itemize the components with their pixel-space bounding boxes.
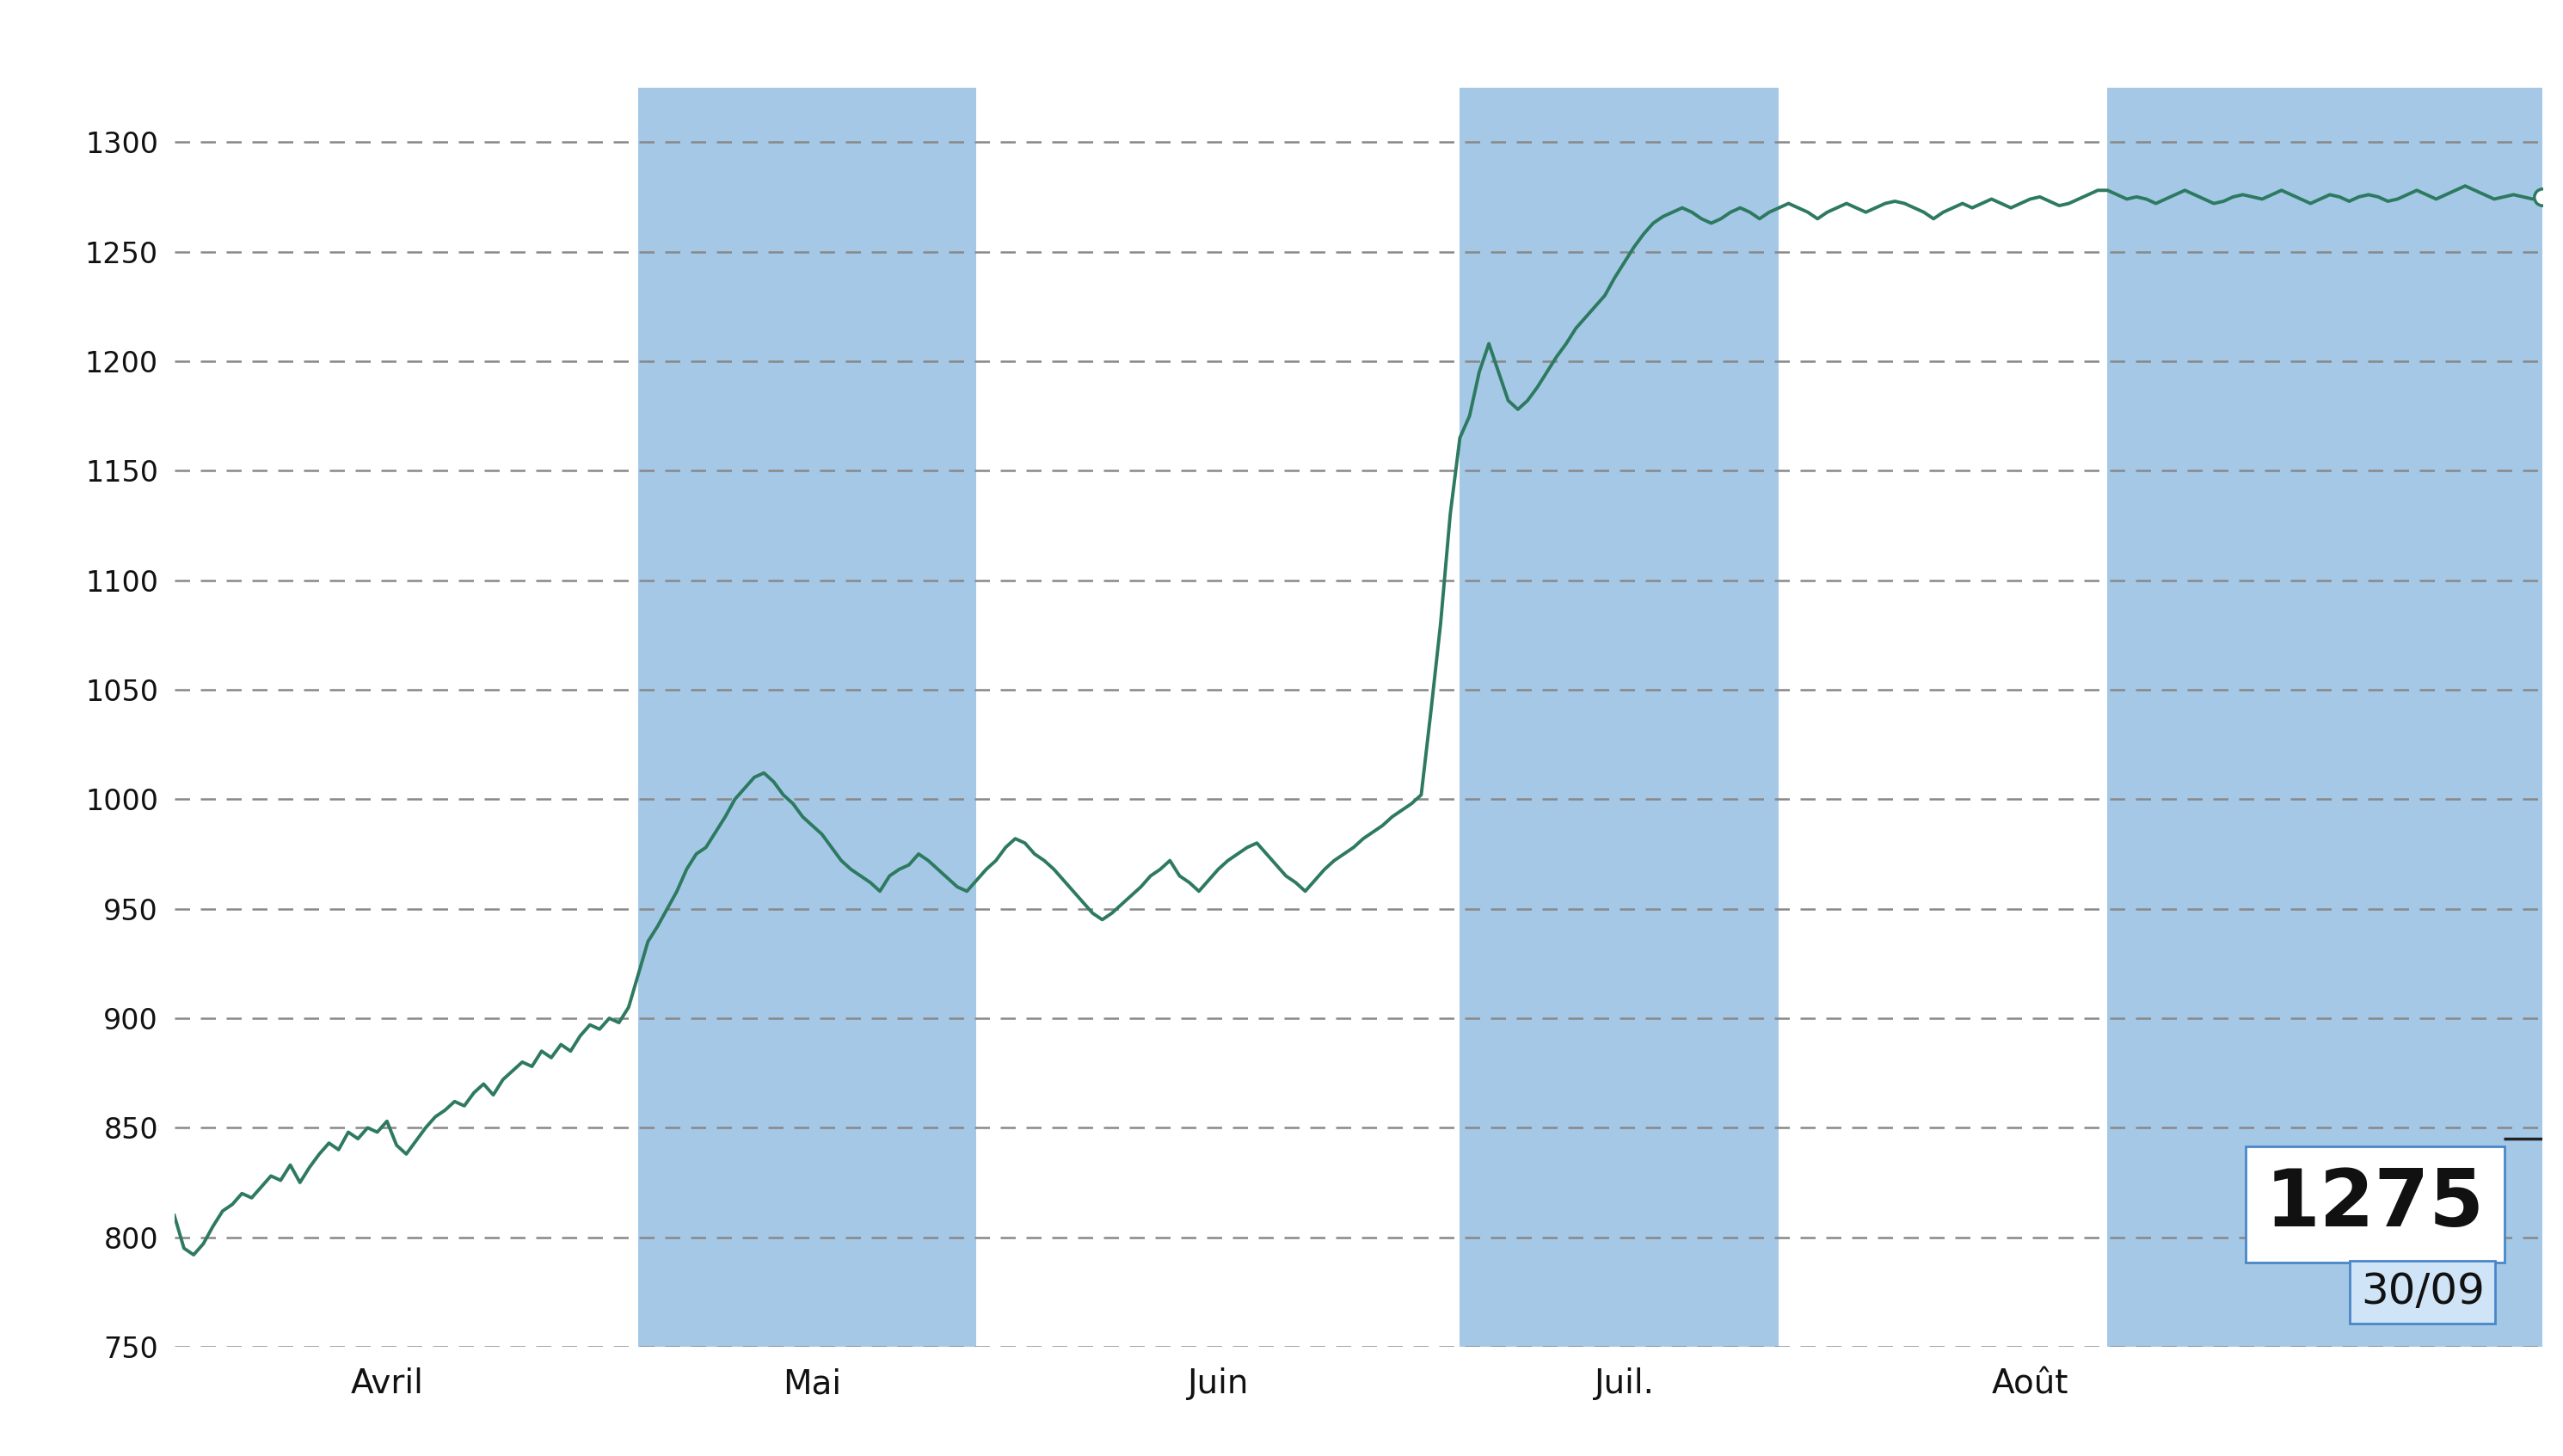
Text: 1275: 1275: [2266, 1166, 2484, 1243]
Text: Britvic PLC: Britvic PLC: [997, 9, 1566, 100]
Text: 30/09: 30/09: [2361, 1271, 2484, 1313]
Bar: [1461, 87, 1779, 1347]
Bar: [2107, 87, 2542, 1347]
Bar: [638, 87, 977, 1347]
